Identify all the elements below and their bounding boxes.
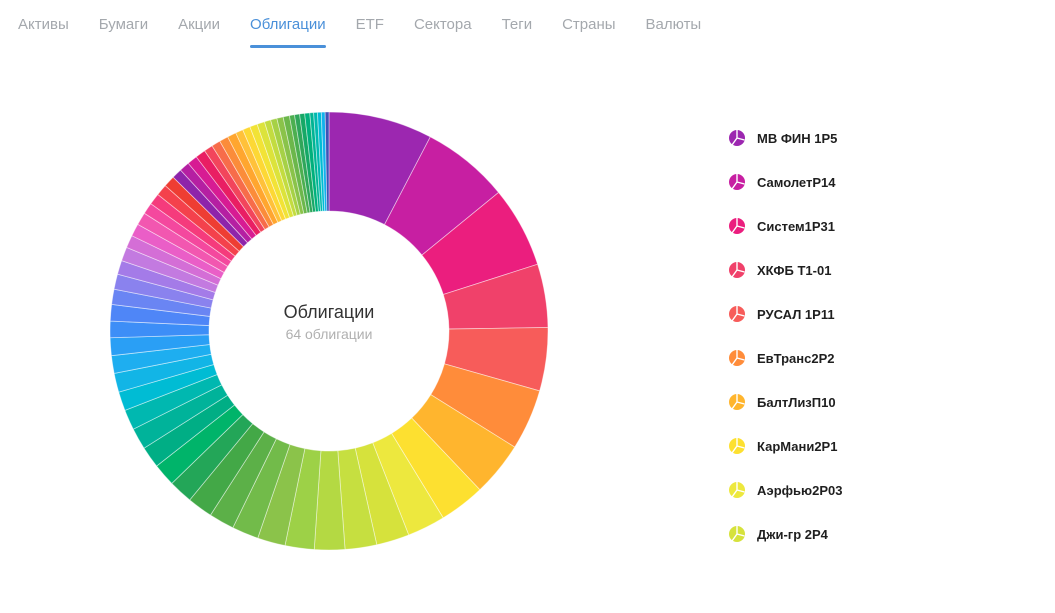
pie-icon [729,437,745,454]
tab-bar: Активы Бумаги Акции Облигации ETF Сектора Теги… [18,0,731,48]
tab-5[interactable]: Сектора [413,16,472,33]
legend-item[interactable]: ЕвТранс2Р2 [728,336,1028,380]
legend-label: КарМани2Р1 [757,438,838,454]
tab-2[interactable]: Акции [178,16,221,33]
pie-icon [729,261,745,278]
tab-4[interactable]: ETF [355,16,384,33]
legend-item[interactable]: Систем1Р31 [728,204,1028,248]
legend-label: ЕвТранс2Р2 [757,350,835,366]
chart-center-title: Облигации [283,302,375,322]
legend-label: Аэрфью2Р03 [757,482,843,498]
tab-6[interactable]: Теги [501,16,533,33]
tab-1[interactable]: Бумаги [98,16,149,33]
chart-legend: МВ ФИН 1Р5 СамолетР14 Систем1Р31 ХКФБ Т1-01… [728,116,1028,556]
pie-icon [729,525,745,542]
tab-8[interactable]: Валюты [645,16,702,33]
tab-3[interactable]: Облигации [250,0,326,48]
donut-hole [210,212,448,450]
legend-label: БалтЛизП10 [757,394,836,410]
legend-label: Джи-гр 2Р4 [757,526,828,542]
legend-item[interactable]: Джи-гр 2Р4 [728,512,1028,556]
pie-icon [729,173,745,190]
legend-item[interactable]: РУСАЛ 1Р11 [728,292,1028,336]
legend-item[interactable]: КарМани2Р1 [728,424,1028,468]
legend-item[interactable]: СамолетР14 [728,160,1028,204]
legend-item[interactable]: ХКФБ Т1-01 [728,248,1028,292]
legend-label: МВ ФИН 1Р5 [757,130,838,146]
pie-icon [729,305,745,322]
donut-slice[interactable] [324,111,330,212]
legend-label: РУСАЛ 1Р11 [757,306,835,322]
pie-icon [729,481,745,498]
pie-icon [729,349,745,366]
legend-label: Систем1Р31 [757,218,836,234]
chart-center-subtitle: 64 облигации [285,326,373,342]
legend-label: СамолетР14 [757,174,836,190]
pie-icon [729,393,745,410]
pie-icon [729,129,745,146]
tab-0[interactable]: Активы [18,16,69,33]
legend-label: ХКФБ Т1-01 [757,262,832,278]
tab-7[interactable]: Страны [562,16,616,33]
legend-item[interactable]: МВ ФИН 1Р5 [728,116,1028,160]
legend-item[interactable]: Аэрфью2Р03 [728,468,1028,512]
legend-item[interactable]: БалтЛизП10 [728,380,1028,424]
pie-icon [729,217,745,234]
